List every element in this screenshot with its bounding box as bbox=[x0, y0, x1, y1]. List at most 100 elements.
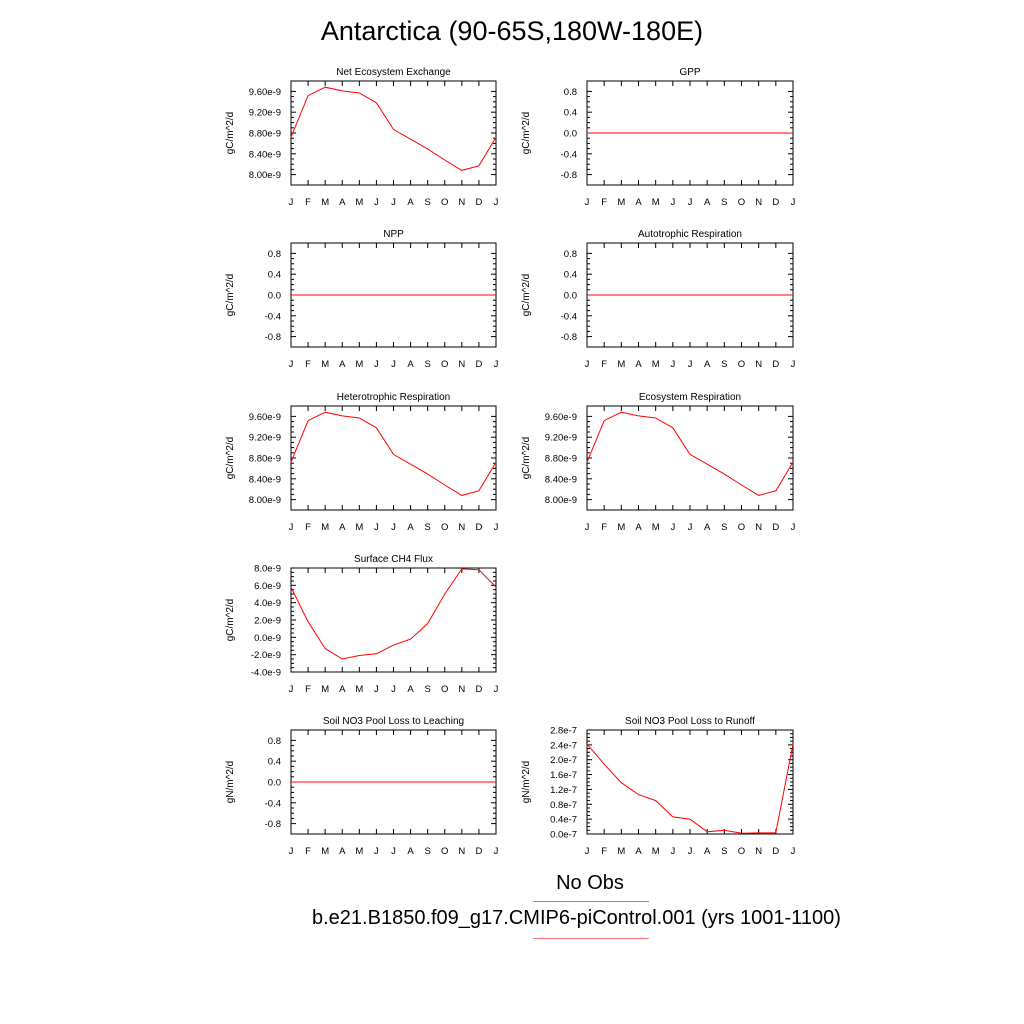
y-tick-label: 9.20e-9 bbox=[545, 433, 577, 444]
x-tick-label: A bbox=[339, 197, 346, 208]
x-tick-label: J bbox=[374, 359, 379, 370]
x-tick-label: M bbox=[617, 197, 625, 208]
y-tick-label: 6.0e-9 bbox=[254, 581, 281, 592]
x-tick-label: M bbox=[355, 684, 363, 695]
x-tick-label: F bbox=[305, 359, 311, 370]
x-tick-label: J bbox=[670, 197, 675, 208]
y-tick-label: 2.0e-7 bbox=[550, 755, 577, 766]
x-tick-label: D bbox=[475, 522, 482, 533]
y-tick-label: 0.4 bbox=[564, 108, 577, 119]
y-tick-label: -0.8 bbox=[265, 819, 281, 830]
x-tick-label: J bbox=[289, 684, 294, 695]
x-tick-label: A bbox=[407, 846, 414, 857]
y-tick-label: 0.8e-7 bbox=[550, 800, 577, 811]
y-tick-label: -0.8 bbox=[561, 332, 577, 343]
x-tick-label: S bbox=[721, 522, 727, 533]
x-tick-label: D bbox=[475, 846, 482, 857]
figure-title: Antarctica (90-65S,180W-180E) bbox=[320, 16, 704, 46]
x-tick-label: J bbox=[289, 359, 294, 370]
x-tick-label: A bbox=[407, 359, 414, 370]
x-tick-label: D bbox=[475, 197, 482, 208]
y-tick-label: 0.0 bbox=[564, 129, 577, 140]
panel-title: Soil NO3 Pool Loss to Leaching bbox=[323, 716, 464, 727]
panel-title: Ecosystem Respiration bbox=[639, 392, 741, 403]
legend-label-no-obs: No Obs bbox=[556, 872, 624, 894]
x-tick-label: S bbox=[424, 684, 430, 695]
series-line bbox=[586, 411, 794, 496]
x-tick-label: O bbox=[441, 197, 448, 208]
y-tick-label: 8.80e-9 bbox=[249, 454, 281, 465]
x-tick-label: M bbox=[321, 846, 329, 857]
y-tick-label: 0.8 bbox=[564, 87, 577, 98]
y-tick-label: 8.00e-9 bbox=[545, 495, 577, 506]
panel-title: Autotrophic Respiration bbox=[638, 229, 742, 240]
x-tick-label: F bbox=[305, 684, 311, 695]
series-line bbox=[586, 743, 794, 834]
x-tick-label: A bbox=[635, 522, 642, 533]
y-tick-label: 9.20e-9 bbox=[249, 108, 281, 119]
x-tick-label: J bbox=[670, 359, 675, 370]
x-tick-label: J bbox=[289, 522, 294, 533]
y-tick-label: 1.2e-7 bbox=[550, 785, 577, 796]
x-tick-label: J bbox=[391, 522, 396, 533]
y-tick-label: 0.8 bbox=[268, 736, 281, 747]
x-tick-label: A bbox=[704, 846, 711, 857]
y-tick-label: -0.4 bbox=[265, 798, 281, 809]
x-tick-label: A bbox=[704, 359, 711, 370]
x-tick-label: A bbox=[339, 522, 346, 533]
x-tick-label: A bbox=[704, 522, 711, 533]
y-tick-label: -2.0e-9 bbox=[251, 650, 281, 661]
x-tick-label: A bbox=[339, 846, 346, 857]
y-tick-label: 0.8 bbox=[268, 249, 281, 260]
x-tick-label: F bbox=[601, 522, 607, 533]
y-tick-label: 8.80e-9 bbox=[545, 454, 577, 465]
y-tick-label: 2.4e-7 bbox=[550, 740, 577, 751]
x-tick-label: N bbox=[755, 522, 762, 533]
y-tick-label: 8.80e-9 bbox=[249, 129, 281, 140]
x-tick-label: M bbox=[355, 197, 363, 208]
x-tick-label: S bbox=[424, 522, 430, 533]
x-tick-label: F bbox=[305, 522, 311, 533]
y-tick-label: -0.4 bbox=[561, 149, 577, 160]
x-tick-label: J bbox=[670, 522, 675, 533]
y-tick-label: 0.0e-9 bbox=[254, 633, 281, 644]
y-axis-label: gC/m^2/d bbox=[521, 437, 532, 480]
x-tick-label: M bbox=[321, 684, 329, 695]
x-tick-label: D bbox=[475, 359, 482, 370]
x-tick-label: S bbox=[721, 359, 727, 370]
x-tick-label: A bbox=[635, 846, 642, 857]
x-tick-label: J bbox=[688, 522, 693, 533]
series-line bbox=[290, 86, 497, 171]
y-tick-label: 8.00e-9 bbox=[249, 495, 281, 506]
x-tick-label: S bbox=[424, 359, 430, 370]
x-tick-label: S bbox=[721, 197, 727, 208]
y-tick-label: 9.60e-9 bbox=[545, 412, 577, 423]
x-tick-label: J bbox=[374, 846, 379, 857]
x-tick-label: J bbox=[494, 846, 499, 857]
x-tick-label: M bbox=[321, 197, 329, 208]
x-tick-label: M bbox=[321, 359, 329, 370]
y-tick-label: 0.0e-7 bbox=[550, 830, 577, 841]
panel-title: Surface CH4 Flux bbox=[354, 554, 433, 565]
y-tick-label: 0.0 bbox=[268, 778, 281, 789]
x-tick-label: N bbox=[458, 359, 465, 370]
x-tick-label: J bbox=[289, 846, 294, 857]
x-tick-label: M bbox=[617, 522, 625, 533]
series-line bbox=[290, 568, 497, 660]
x-tick-label: S bbox=[424, 846, 430, 857]
y-tick-label: -0.8 bbox=[561, 170, 577, 181]
x-tick-label: O bbox=[738, 197, 745, 208]
x-tick-label: J bbox=[391, 197, 396, 208]
x-tick-label: M bbox=[355, 359, 363, 370]
x-tick-label: F bbox=[601, 846, 607, 857]
x-tick-label: A bbox=[635, 359, 642, 370]
x-tick-label: J bbox=[585, 522, 590, 533]
x-tick-label: A bbox=[339, 359, 346, 370]
x-tick-label: J bbox=[688, 197, 693, 208]
x-tick-label: J bbox=[494, 684, 499, 695]
x-tick-label: M bbox=[321, 522, 329, 533]
